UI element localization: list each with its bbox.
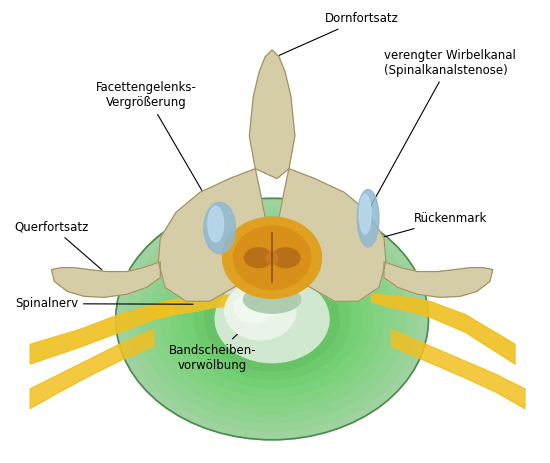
Ellipse shape (239, 293, 306, 345)
Ellipse shape (234, 291, 274, 323)
Ellipse shape (172, 242, 373, 397)
Ellipse shape (216, 276, 328, 362)
Ellipse shape (215, 275, 329, 363)
Ellipse shape (234, 226, 311, 289)
Ellipse shape (228, 285, 317, 354)
Ellipse shape (359, 194, 371, 234)
Text: Querfortsatz: Querfortsatz (15, 220, 102, 270)
Ellipse shape (208, 206, 224, 242)
Ellipse shape (261, 311, 283, 328)
Text: verengter Wirbelkanal
(Spinalkanalstenose): verengter Wirbelkanal (Spinalkanalstenos… (366, 49, 516, 216)
Ellipse shape (204, 202, 235, 254)
Ellipse shape (244, 248, 272, 268)
Ellipse shape (244, 285, 301, 313)
Polygon shape (275, 169, 386, 301)
Ellipse shape (272, 248, 300, 268)
Ellipse shape (266, 252, 278, 263)
Text: Spinalnerv: Spinalnerv (15, 297, 193, 310)
Ellipse shape (194, 259, 350, 380)
Polygon shape (249, 50, 295, 179)
Ellipse shape (149, 224, 395, 414)
Ellipse shape (205, 267, 339, 371)
Ellipse shape (223, 217, 322, 298)
Ellipse shape (116, 198, 428, 440)
Text: Facettengelenks-
Vergrößerung: Facettengelenks- Vergrößerung (96, 81, 228, 234)
Polygon shape (52, 262, 160, 297)
Ellipse shape (161, 233, 384, 405)
Ellipse shape (127, 207, 417, 431)
Text: Rückenmark: Rückenmark (311, 212, 487, 257)
Ellipse shape (357, 189, 379, 247)
Ellipse shape (138, 216, 406, 423)
Polygon shape (158, 169, 269, 301)
Text: Bandscheiben-
vorwölbung: Bandscheiben- vorwölbung (169, 304, 269, 371)
Polygon shape (384, 262, 493, 297)
Ellipse shape (183, 250, 361, 388)
Text: Dornfortsatz: Dornfortsatz (272, 12, 398, 59)
Ellipse shape (250, 302, 294, 336)
Ellipse shape (224, 282, 296, 340)
